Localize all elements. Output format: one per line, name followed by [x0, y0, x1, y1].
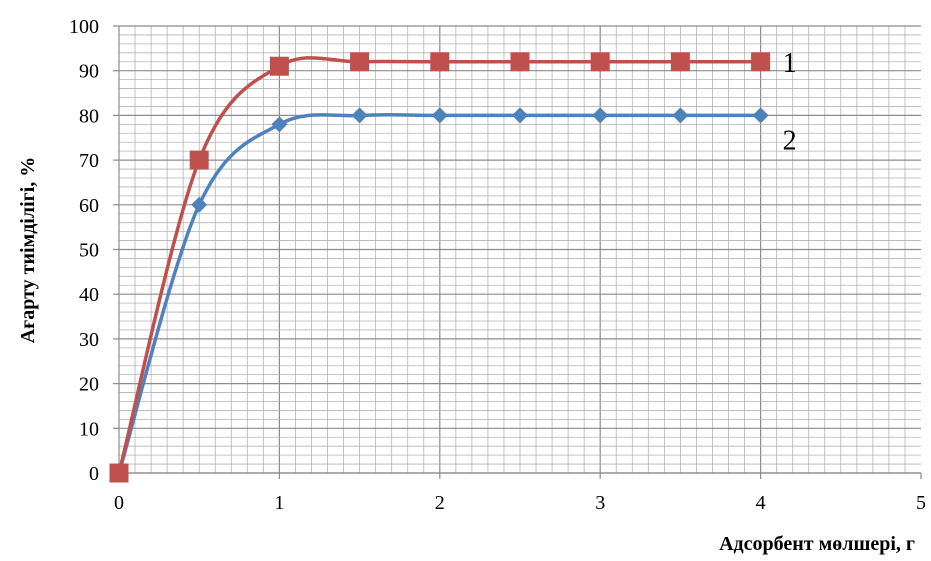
series-line	[117, 112, 761, 474]
data-point-square	[269, 56, 289, 76]
y-tick-label: 20	[79, 374, 99, 396]
data-point-diamond	[512, 107, 528, 124]
y-tick-label: 40	[79, 284, 99, 306]
y-tick-label: 30	[79, 329, 99, 351]
y-tick-label: 80	[79, 105, 99, 127]
series-label: 2	[783, 125, 797, 156]
data-point-square	[189, 150, 209, 170]
data-point-square	[510, 52, 530, 72]
y-tick-label: 10	[79, 418, 99, 440]
grid	[119, 25, 921, 474]
data-point-diamond	[752, 107, 769, 124]
x-axis-title: Адсорбент мөлшері, г	[719, 533, 915, 555]
y-axis-title: Ағарту тиімділігі, %	[17, 157, 39, 344]
series-line	[117, 56, 761, 474]
x-tick-label: 3	[595, 492, 605, 514]
data-point-diamond	[271, 116, 288, 133]
y-tick-label: 0	[89, 463, 99, 485]
y-tick-label: 60	[79, 195, 99, 217]
data-point-square	[430, 52, 450, 72]
x-tick-label: 0	[114, 492, 124, 514]
y-tick-label: 100	[69, 16, 99, 38]
series-label: 1	[783, 48, 797, 79]
series-layer: 21	[109, 48, 797, 483]
x-axis-ticks: 0 1 2 3 4 5	[114, 473, 926, 514]
y-tick-label: 70	[79, 150, 99, 172]
data-point-square	[109, 463, 129, 483]
data-point-diamond	[191, 196, 208, 213]
x-tick-label: 2	[435, 492, 445, 514]
x-tick-label: 4	[756, 492, 766, 514]
data-point-diamond	[351, 107, 368, 124]
data-point-diamond	[672, 107, 689, 124]
series-1: 1	[109, 48, 797, 483]
y-tick-label: 90	[79, 61, 99, 83]
x-tick-label: 5	[916, 492, 926, 514]
data-point-diamond	[592, 107, 609, 124]
data-point-square	[670, 52, 690, 72]
data-point-diamond	[431, 107, 448, 124]
data-point-square	[590, 52, 610, 72]
axes	[114, 26, 921, 478]
y-tick-label: 50	[79, 240, 99, 262]
x-tick-label: 1	[274, 492, 284, 514]
y-axis-ticks: 0 10 20 30 40 50 60 70 80 90 100	[69, 16, 119, 485]
data-point-square	[751, 52, 771, 72]
data-point-square	[350, 52, 370, 72]
